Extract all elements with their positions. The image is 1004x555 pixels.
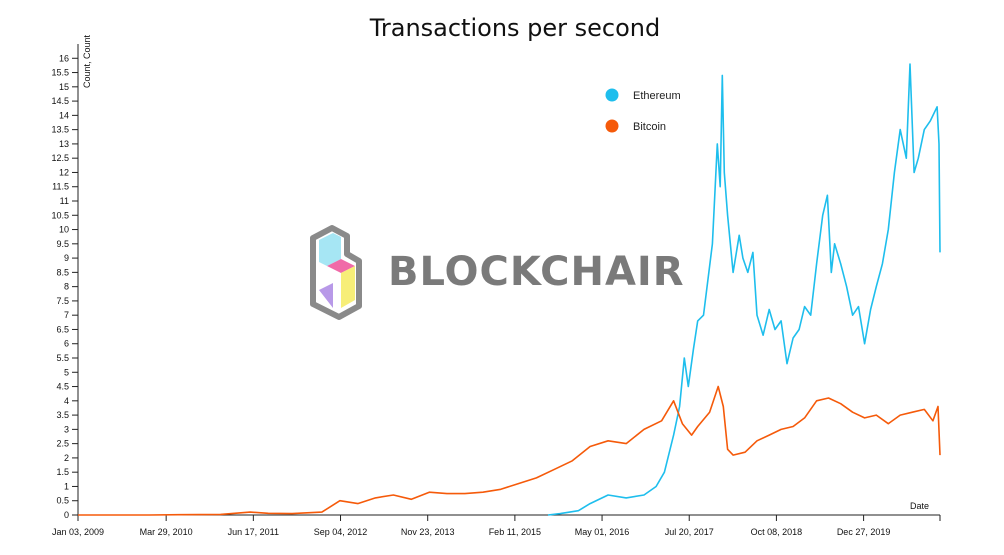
legend-item-bitcoin[interactable]: Bitcoin — [605, 119, 667, 134]
y-tick-label: 0.5 — [56, 496, 69, 506]
y-tick-label: 14.5 — [51, 96, 69, 106]
y-axis-label: Count, Count — [82, 34, 92, 88]
y-tick-label: 11 — [60, 196, 69, 206]
x-tick-label: Dec 27, 2019 — [837, 527, 891, 537]
blockchair-logo-icon — [310, 225, 362, 320]
y-tick-label: 3.5 — [56, 410, 69, 420]
legend-item-ethereum[interactable]: Ethereum — [605, 88, 681, 103]
y-tick-label: 7 — [64, 310, 69, 320]
watermark-text: BLOCKCHAIR — [388, 249, 685, 295]
x-tick-label: May 01, 2016 — [575, 527, 630, 537]
y-tick-label: 8.5 — [56, 267, 69, 277]
x-axis: Jan 03, 2009 Mar 29, 2010 Jun 17, 2011 Sep … — [52, 514, 941, 537]
x-tick-label: Oct 08, 2018 — [751, 527, 803, 537]
x-tick-label: Jul 20, 2017 — [665, 527, 714, 537]
series-line-bitcoin — [78, 385, 941, 516]
y-tick-label: 9.5 — [56, 239, 69, 249]
x-tick-label: Feb 11, 2015 — [489, 527, 541, 537]
legend-label-ethereum: Ethereum — [633, 90, 681, 102]
y-tick-label: 9 — [64, 253, 69, 263]
y-tick-label: 15.5 — [51, 68, 69, 78]
x-tick-label: Jan 03, 2009 — [52, 527, 104, 537]
y-tick-label: 10.5 — [51, 210, 69, 220]
y-tick-label: 8 — [64, 282, 69, 292]
y-tick-label: 13.5 — [51, 125, 69, 135]
y-tick-label: 15 — [59, 82, 69, 92]
y-tick-label: 2.5 — [56, 439, 69, 449]
y-tick-label: 0 — [64, 510, 69, 520]
y-tick-label: 4 — [64, 396, 69, 406]
y-tick-label: 6.5 — [56, 324, 69, 334]
y-tick-label: 16 — [59, 53, 69, 63]
y-tick-label: 11.5 — [52, 182, 69, 192]
y-tick-label: 12 — [59, 167, 69, 177]
watermark: BLOCKCHAIR — [310, 225, 685, 320]
x-tick-label: Mar 29, 2010 — [140, 527, 193, 537]
y-tick-label: 2 — [64, 453, 69, 463]
legend-marker-ethereum — [605, 88, 619, 102]
legend: Ethereum Bitcoin — [605, 88, 681, 134]
x-tick-label: Sep 04, 2012 — [314, 527, 368, 537]
y-tick-label: 13 — [59, 139, 69, 149]
y-tick-label: 5 — [64, 367, 69, 377]
x-axis-label: Date — [910, 501, 929, 511]
y-tick-label: 1.5 — [56, 467, 69, 477]
x-tick-label: Jun 17, 2011 — [228, 527, 279, 537]
y-tick-label: 14 — [59, 110, 69, 120]
y-tick-label: 3 — [64, 424, 69, 434]
y-tick-label: 12.5 — [51, 153, 69, 163]
y-tick-label: 6 — [64, 339, 69, 349]
y-tick-label: 4.5 — [56, 382, 69, 392]
legend-marker-bitcoin — [605, 119, 619, 133]
series-layer — [78, 63, 941, 516]
y-tick-label: 1 — [64, 481, 69, 491]
y-axis: 00.511.522.533.544.555.566.577.588.599.5… — [51, 44, 79, 520]
chart-title: Transactions per second — [369, 14, 661, 42]
y-tick-label: 7.5 — [56, 296, 69, 306]
x-tick-label: Nov 23, 2013 — [401, 527, 455, 537]
series-line-ethereum — [547, 63, 941, 516]
y-tick-label: 5.5 — [56, 353, 69, 363]
legend-label-bitcoin: Bitcoin — [633, 121, 666, 133]
y-tick-label: 10 — [59, 225, 69, 235]
